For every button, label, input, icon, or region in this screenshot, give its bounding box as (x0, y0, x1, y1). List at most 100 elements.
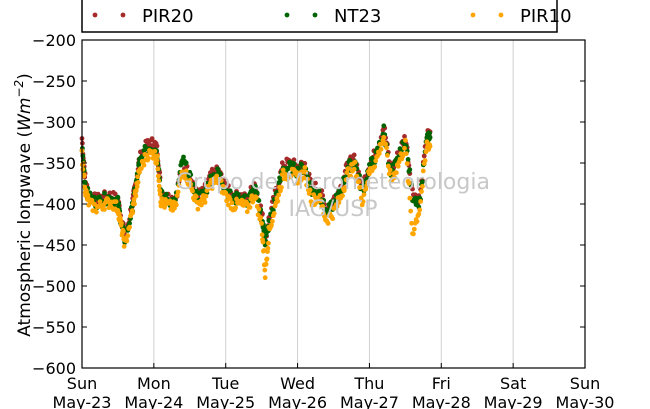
point-PIR10 (81, 172, 87, 178)
legend-marker-PIR10 (470, 12, 476, 18)
x-tick-date-label: May-23 (53, 393, 112, 409)
point-PIR10 (135, 180, 141, 185)
point-PIR10 (307, 187, 313, 193)
point-PIR10 (416, 211, 422, 217)
point-PIR10 (305, 176, 310, 182)
y-axis-label: Atmospheric longwave (Wm−2) (12, 73, 35, 337)
point-PIR10 (113, 199, 119, 205)
point-PIR10 (351, 166, 357, 172)
point-NT23 (427, 130, 432, 136)
point-PIR10 (408, 208, 414, 214)
point-PIR10 (395, 163, 401, 169)
point-NT23 (291, 161, 297, 167)
point-PIR10 (97, 199, 103, 205)
point-PIR10 (127, 224, 132, 230)
point-NT23 (420, 179, 425, 185)
point-PIR10 (173, 202, 179, 208)
point-NT23 (278, 178, 283, 183)
point-NT23 (307, 180, 313, 185)
point-PIR10 (342, 185, 348, 190)
point-PIR10 (119, 220, 124, 226)
point-PIR20 (351, 152, 357, 158)
point-PIR10 (256, 206, 262, 212)
point-PIR10 (233, 205, 239, 211)
point-NT23 (242, 193, 248, 199)
point-PIR10 (138, 166, 144, 172)
x-tick-day-label: Sun (570, 374, 600, 393)
point-PIR10 (381, 134, 387, 140)
point-PIR10 (420, 168, 426, 174)
point-PIR10 (141, 162, 147, 168)
point-PIR20 (147, 142, 152, 147)
point-NT23 (164, 191, 169, 197)
point-PIR10 (418, 199, 423, 204)
point-PIR10 (159, 196, 165, 202)
point-PIR10 (279, 185, 284, 190)
point-PIR10 (199, 202, 204, 208)
point-PIR10 (157, 191, 163, 197)
point-PIR10 (259, 232, 265, 238)
point-PIR10 (203, 193, 209, 199)
point-PIR10 (276, 192, 282, 198)
y-tick-label: −500 (32, 277, 76, 296)
point-NT23 (253, 183, 258, 189)
y-tick-label: −350 (32, 154, 76, 173)
point-PIR10 (80, 167, 86, 172)
point-PIR10 (387, 167, 393, 173)
point-NT23 (227, 188, 233, 194)
point-PIR10 (419, 189, 424, 194)
point-PIR10 (261, 248, 267, 253)
y-tick-label: −600 (32, 359, 76, 378)
point-PIR10 (133, 193, 139, 199)
point-PIR10 (226, 202, 231, 208)
point-PIR10 (269, 222, 274, 228)
point-PIR10 (102, 207, 107, 212)
y-axis-label-exponent: −2 (12, 80, 26, 98)
point-PIR10 (262, 275, 268, 281)
point-PIR10 (167, 198, 173, 204)
point-PIR10 (372, 164, 378, 170)
point-PIR10 (195, 206, 201, 212)
x-tick-day-label: Tue (211, 374, 239, 393)
point-PIR10 (354, 173, 360, 179)
point-PIR10 (360, 199, 366, 205)
y-axis-label-unit: Wm (15, 98, 35, 131)
point-PIR10 (411, 231, 416, 237)
point-NT23 (407, 167, 413, 173)
legend-marker-PIR20 (120, 12, 126, 18)
y-axis-label-close: ) (15, 73, 35, 80)
legend-marker-NT23 (312, 12, 318, 18)
point-PIR10 (406, 180, 412, 186)
point-PIR10 (156, 178, 162, 184)
point-PIR10 (386, 171, 392, 177)
point-PIR10 (404, 161, 410, 167)
point-NT23 (369, 155, 375, 161)
point-PIR10 (361, 192, 367, 198)
point-PIR10 (259, 221, 264, 226)
point-PIR10 (154, 157, 160, 163)
point-PIR10 (190, 188, 195, 194)
point-PIR20 (313, 180, 318, 186)
x-tick-day-label: Mon (137, 374, 171, 393)
point-PIR10 (132, 201, 137, 207)
point-PIR10 (402, 145, 407, 151)
x-tick-date-label: May-28 (412, 393, 471, 409)
point-PIR10 (301, 175, 307, 181)
point-PIR10 (318, 198, 324, 204)
point-PIR10 (247, 205, 253, 210)
watermark-line2: IAG/USP (289, 197, 378, 222)
point-PIR10 (427, 144, 433, 149)
point-PIR10 (188, 181, 194, 187)
point-PIR10 (334, 204, 340, 209)
point-PIR10 (155, 173, 161, 179)
point-PIR10 (253, 195, 259, 200)
point-PIR10 (157, 188, 163, 193)
point-NT23 (254, 190, 260, 196)
point-PIR10 (218, 178, 224, 184)
point-PIR20 (149, 136, 155, 142)
y-tick-label: −450 (32, 236, 76, 255)
legend: PIR20 NT23 PIR10 (81, 0, 572, 33)
point-PIR10 (130, 210, 136, 216)
point-PIR10 (265, 245, 271, 251)
point-PIR10 (146, 155, 151, 161)
